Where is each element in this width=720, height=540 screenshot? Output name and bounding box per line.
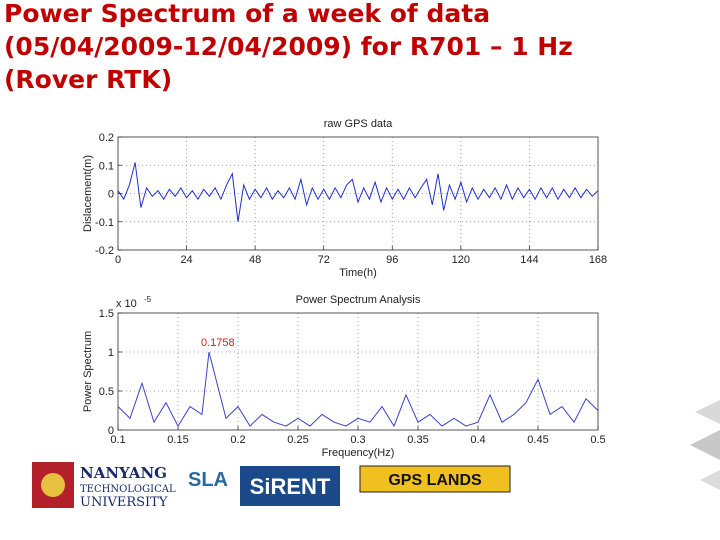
y-tick-label: 0.1 <box>99 160 114 172</box>
logo-ntu: NANYANG TECHNOLOGICAL UNIVERSITY <box>32 462 176 510</box>
annotation: 0.1758 <box>201 337 235 349</box>
x-tick-label: 24 <box>180 254 192 266</box>
y-tick-label: 0 <box>108 189 114 201</box>
data-line <box>117 162 599 222</box>
x-axis-label: Time(h) <box>339 267 376 279</box>
x-tick-label: 0.45 <box>527 434 548 446</box>
plot-frame <box>117 136 599 251</box>
decoration <box>695 400 720 424</box>
logo-text: NANYANG <box>80 464 167 482</box>
x-tick-label: 72 <box>318 254 330 266</box>
x-tick-label: 0.5 <box>590 434 605 446</box>
logo-sirent: SiRENT <box>240 466 340 506</box>
chart-title: raw GPS data <box>324 118 393 130</box>
x-tick-label: 0.15 <box>167 434 188 446</box>
x-tick-label: 96 <box>386 254 398 266</box>
x-tick-label: 0.35 <box>407 434 428 446</box>
y-multiplier-exponent: -5 <box>144 295 152 304</box>
y-tick-label: 1.5 <box>99 308 114 320</box>
x-tick-label: 0.4 <box>470 434 485 446</box>
x-tick-label: 0.1 <box>110 434 125 446</box>
slide-title-line: (05/04/2009-12/04/2009) for R701 – 1 Hz <box>4 32 573 61</box>
x-tick-label: 0.2 <box>230 434 245 446</box>
x-axis-label: Frequency(Hz) <box>322 447 395 459</box>
logo-gps: GPS LANDS <box>359 465 511 493</box>
x-tick-label: 144 <box>520 254 538 266</box>
crest-emblem <box>41 473 65 497</box>
x-tick-label: 0.25 <box>287 434 308 446</box>
logo-sla: SLA <box>188 469 228 491</box>
logo-text: SiRENT <box>250 474 331 499</box>
logo-text: GPS LANDS <box>388 472 482 489</box>
logo-text: SLA <box>188 469 228 491</box>
x-tick-label: 0 <box>115 254 121 266</box>
logo-text: UNIVERSITY <box>80 495 168 510</box>
decoration <box>700 470 720 490</box>
y-axis-label: Dislacement(m) <box>82 155 94 232</box>
logo-box <box>359 465 511 493</box>
data-line <box>117 351 599 428</box>
slide-title-line: (Rover RTK) <box>4 65 172 94</box>
decoration <box>690 430 720 460</box>
y-tick-label: 0.5 <box>99 386 114 398</box>
x-tick-label: 48 <box>249 254 261 266</box>
x-tick-label: 120 <box>452 254 470 266</box>
y-tick-label: 0 <box>108 425 114 437</box>
y-tick-label: -0.1 <box>95 217 114 229</box>
x-tick-label: 0.3 <box>350 434 365 446</box>
y-tick-label: 1 <box>108 347 114 359</box>
y-multiplier: x 10 <box>116 298 137 310</box>
chart-title: Power Spectrum Analysis <box>296 294 421 306</box>
y-tick-label: -0.2 <box>95 245 114 257</box>
slide-title-line: Power Spectrum of a week of data <box>4 0 490 28</box>
x-tick-label: 168 <box>589 254 607 266</box>
logo-box <box>240 466 340 506</box>
y-tick-label: 0.2 <box>99 132 114 144</box>
plot-frame <box>117 312 599 431</box>
y-axis-label: Power Spectrum <box>82 331 94 412</box>
logo-text: TECHNOLOGICAL <box>80 484 176 495</box>
